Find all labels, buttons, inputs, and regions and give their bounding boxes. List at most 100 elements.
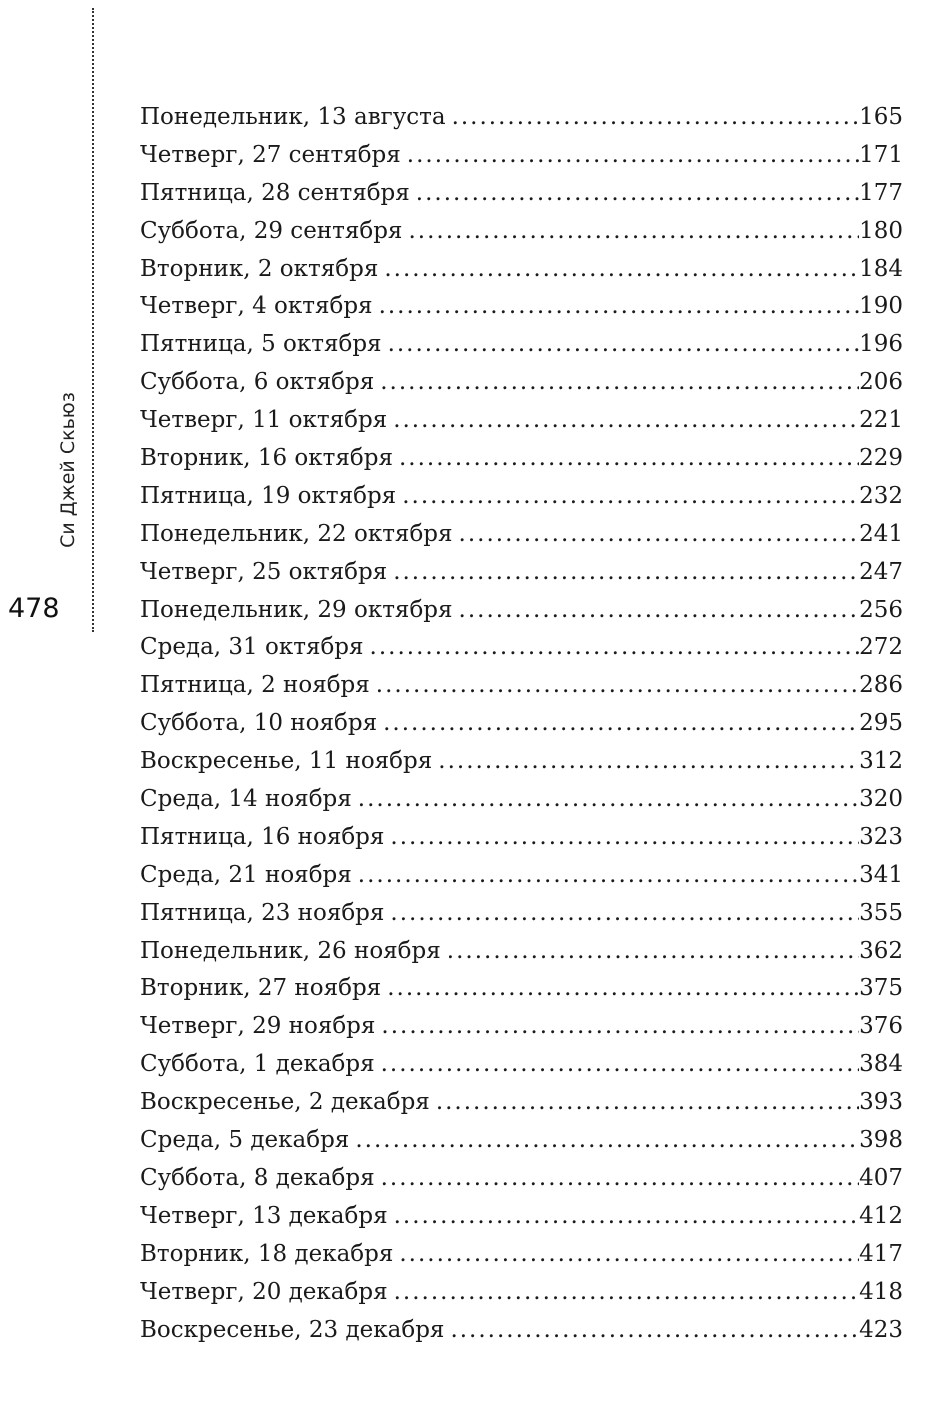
toc-entry: Суббота, 1 декабря 384 xyxy=(140,1046,903,1084)
dot-leader xyxy=(387,970,859,1008)
toc-entry-title: Среда, 31 октября xyxy=(140,634,364,661)
toc-entry-page: 295 xyxy=(859,710,903,737)
toc-entry-title: Пятница, 16 ноября xyxy=(140,823,385,850)
toc-entry-page: 206 xyxy=(859,369,903,396)
toc-entry-page: 184 xyxy=(859,255,903,282)
toc-entry-title: Понедельник, 22 октября xyxy=(140,520,453,547)
toc-entry-page: 241 xyxy=(859,520,903,547)
toc-entry: Суббота, 8 декабря 407 xyxy=(140,1160,903,1198)
toc-entry: Четверг, 20 декабря 418 xyxy=(140,1274,903,1312)
toc-entry-title: Суббота, 8 декабря xyxy=(140,1164,375,1191)
toc-entry: Четверг, 29 ноября 376 xyxy=(140,1008,903,1046)
dot-leader xyxy=(459,516,860,554)
toc-entry: Среда, 21 ноября 341 xyxy=(140,857,903,895)
toc-entry-page: 393 xyxy=(859,1089,903,1116)
dot-leader xyxy=(459,592,860,630)
dot-leader xyxy=(452,99,860,137)
toc-entry: Вторник, 27 ноября 375 xyxy=(140,970,903,1008)
dot-leader xyxy=(383,705,859,743)
dot-leader xyxy=(447,933,859,971)
toc-entry-title: Четверг, 4 октября xyxy=(140,293,373,320)
toc-entry-title: Четверг, 25 октября xyxy=(140,558,388,585)
toc-entry: Понедельник, 22 октября 241 xyxy=(140,516,903,554)
toc-entry: Вторник, 2 октября 184 xyxy=(140,251,903,289)
table-of-contents: Понедельник, 13 августа 165 Четверг, 27 се… xyxy=(140,99,903,1349)
dot-leader xyxy=(381,1046,859,1084)
toc-entry-title: Пятница, 19 октября xyxy=(140,482,397,509)
toc-entry-page: 355 xyxy=(859,899,903,926)
toc-entry-page: 196 xyxy=(859,331,903,358)
toc-entry: Суббота, 10 ноября 295 xyxy=(140,705,903,743)
toc-entry-page: 412 xyxy=(859,1202,903,1229)
toc-entry-page: 190 xyxy=(859,293,903,320)
toc-entry-title: Четверг, 29 ноября xyxy=(140,1013,376,1040)
toc-entry-title: Суббота, 1 декабря xyxy=(140,1051,375,1078)
toc-entry-page: 312 xyxy=(859,748,903,775)
toc-entry: Пятница, 28 сентября 177 xyxy=(140,175,903,213)
toc-entry: Среда, 31 октября 272 xyxy=(140,629,903,667)
toc-entry-page: 423 xyxy=(859,1316,903,1343)
toc-entry-title: Вторник, 27 ноября xyxy=(140,975,382,1002)
toc-entry: Четверг, 25 октября 247 xyxy=(140,554,903,592)
dot-leader xyxy=(402,478,859,516)
toc-entry: Суббота, 29 сентября 180 xyxy=(140,213,903,251)
dot-leader xyxy=(370,629,860,667)
dot-leader xyxy=(355,1122,859,1160)
dot-leader xyxy=(393,402,859,440)
toc-entry: Пятница, 5 октября 196 xyxy=(140,326,903,364)
toc-entry-title: Четверг, 20 декабря xyxy=(140,1278,388,1305)
dot-leader xyxy=(394,1274,860,1312)
dot-leader xyxy=(379,288,860,326)
toc-entry-title: Воскресенье, 2 декабря xyxy=(140,1089,430,1116)
toc-entry-page: 323 xyxy=(859,823,903,850)
toc-entry-page: 171 xyxy=(859,141,903,168)
toc-entry-title: Четверг, 27 сентября xyxy=(140,141,401,168)
toc-entry: Среда, 14 ноября 320 xyxy=(140,781,903,819)
dot-leader xyxy=(384,251,859,289)
dot-leader xyxy=(416,175,859,213)
dot-leader xyxy=(376,667,859,705)
toc-entry-title: Вторник, 2 октября xyxy=(140,255,379,282)
toc-entry-title: Вторник, 18 декабря xyxy=(140,1240,394,1267)
dot-leader xyxy=(358,857,859,895)
dot-leader xyxy=(380,364,859,402)
dot-leader xyxy=(408,213,859,251)
toc-entry: Воскресенье, 2 декабря 393 xyxy=(140,1084,903,1122)
toc-entry-page: 165 xyxy=(859,104,903,130)
dot-leader xyxy=(399,1236,859,1274)
toc-entry-page: 256 xyxy=(859,596,903,623)
toc-entry-page: 376 xyxy=(859,1013,903,1040)
toc-entry-page: 247 xyxy=(859,558,903,585)
toc-entry: Понедельник, 26 ноября 362 xyxy=(140,933,903,971)
toc-entry-page: 384 xyxy=(859,1051,903,1078)
toc-entry: Воскресенье, 23 декабря 423 xyxy=(140,1312,903,1350)
toc-entry-page: 177 xyxy=(859,179,903,206)
toc-entry-page: 375 xyxy=(859,975,903,1002)
toc-entry-page: 417 xyxy=(859,1240,903,1267)
dot-leader xyxy=(388,326,860,364)
toc-entry: Четверг, 27 сентября 171 xyxy=(140,137,903,175)
dot-leader xyxy=(393,554,859,592)
toc-entry: Вторник, 18 декабря 417 xyxy=(140,1236,903,1274)
toc-entry-title: Среда, 5 декабря xyxy=(140,1127,350,1154)
toc-entry: Среда, 5 декабря 398 xyxy=(140,1122,903,1160)
toc-entry: Пятница, 23 ноября 355 xyxy=(140,895,903,933)
dot-leader xyxy=(358,781,859,819)
dot-leader xyxy=(399,440,859,478)
dot-leader xyxy=(436,1084,859,1122)
toc-entry: Понедельник, 13 августа 165 xyxy=(140,99,903,137)
toc-entry-title: Понедельник, 13 августа xyxy=(140,104,446,130)
toc-entry-title: Суббота, 10 ноября xyxy=(140,710,378,737)
toc-entry-page: 229 xyxy=(859,445,903,472)
toc-entry: Понедельник, 29 октября 256 xyxy=(140,592,903,630)
toc-entry-page: 341 xyxy=(859,861,903,888)
toc-entry: Пятница, 2 ноября 286 xyxy=(140,667,903,705)
toc-entry-title: Пятница, 5 октября xyxy=(140,331,382,358)
toc-entry: Пятница, 19 октября 232 xyxy=(140,478,903,516)
toc-entry: Суббота, 6 октября 206 xyxy=(140,364,903,402)
toc-entry: Четверг, 13 декабря 412 xyxy=(140,1198,903,1236)
toc-entry-title: Пятница, 23 ноября xyxy=(140,899,385,926)
dot-leader xyxy=(407,137,859,175)
toc-entry-page: 180 xyxy=(859,217,903,244)
toc-entry-page: 362 xyxy=(859,937,903,964)
